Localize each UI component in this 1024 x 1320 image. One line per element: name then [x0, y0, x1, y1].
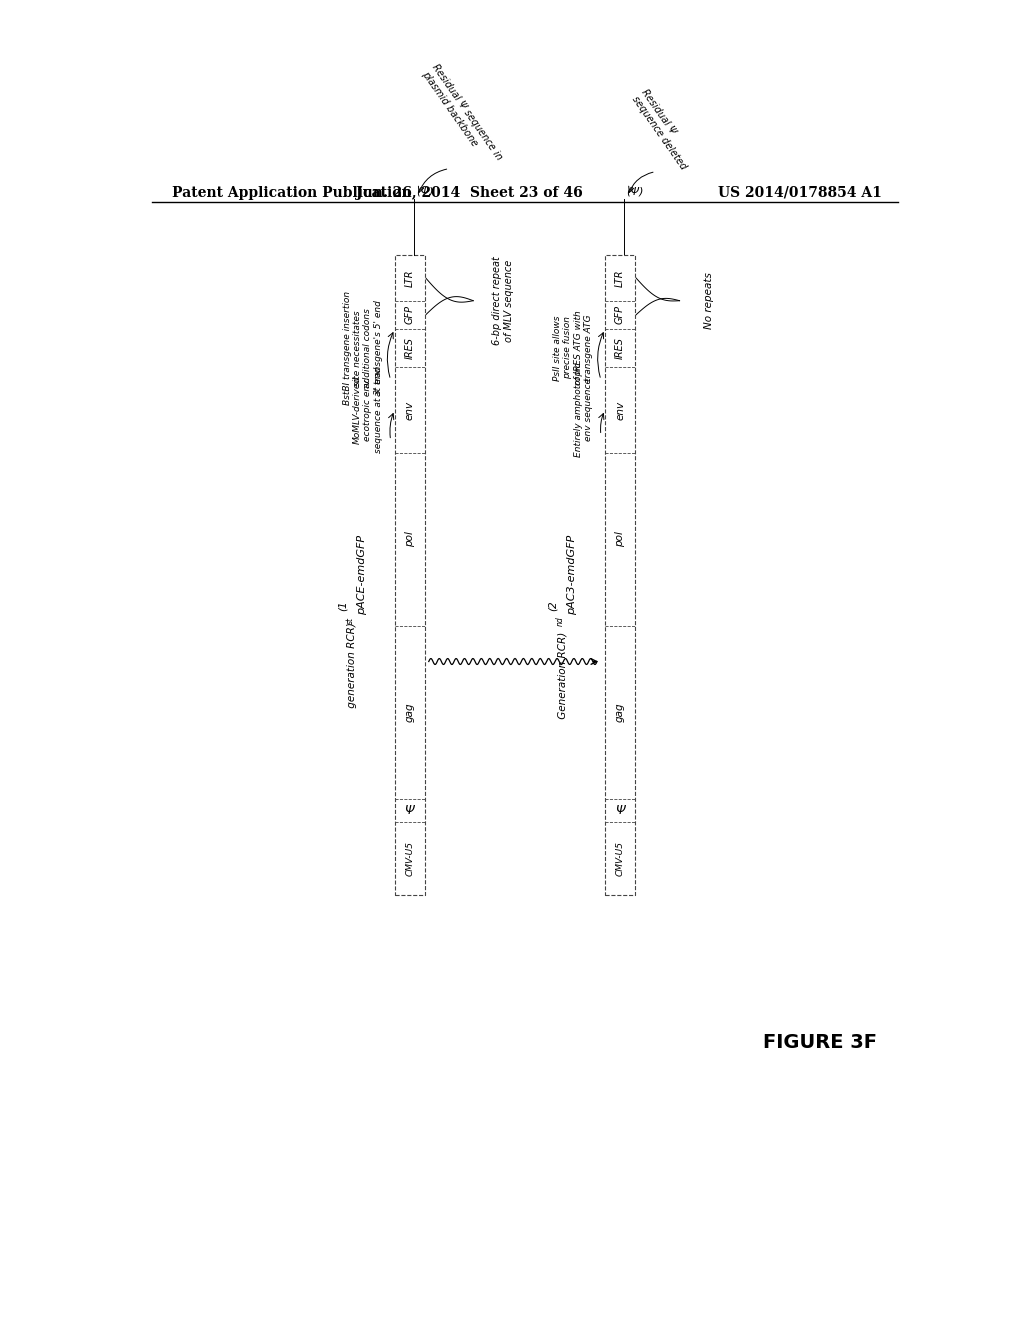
Bar [605, 255, 635, 895]
Text: env: env [404, 400, 415, 420]
Text: pACE-emdGFP: pACE-emdGFP [357, 535, 368, 615]
Text: Generation RCR): Generation RCR) [557, 632, 567, 722]
Text: IRES: IRES [615, 337, 625, 359]
Text: nd: nd [556, 616, 565, 626]
Text: Residual Ψ sequence in
plasmid backbone: Residual Ψ sequence in plasmid backbone [420, 62, 504, 169]
Text: (1: (1 [337, 601, 347, 611]
Bar [394, 255, 425, 895]
Text: gag: gag [404, 702, 415, 722]
Text: Residual Ψ
sequence deleted: Residual Ψ sequence deleted [631, 87, 698, 172]
Text: gag: gag [615, 702, 625, 722]
Text: LTR: LTR [615, 269, 625, 286]
Text: BstBI transgene insertion
site necessitates
additional codons
at transgene's 5' : BstBI transgene insertion site necessita… [343, 290, 383, 405]
Text: MoMLV-derived
ecotropic env
sequence at 3' end: MoMLV-derived ecotropic env sequence at … [353, 367, 383, 453]
Text: GFP: GFP [615, 305, 625, 325]
Text: CMV-U5: CMV-U5 [615, 841, 625, 876]
Text: 6-bp direct repeat
of MLV sequence: 6-bp direct repeat of MLV sequence [493, 256, 514, 345]
Text: pol: pol [615, 532, 625, 548]
Text: st: st [346, 618, 354, 624]
Text: Ψ: Ψ [615, 804, 625, 817]
Text: PsII site allows
precise fusion
of IRES ATG with
transgene ATG: PsII site allows precise fusion of IRES … [553, 310, 593, 385]
Text: CMV-U5: CMV-U5 [406, 841, 415, 876]
Text: generation RCR): generation RCR) [347, 622, 356, 711]
Text: IRES: IRES [404, 337, 415, 359]
Text: No repeats: No repeats [705, 272, 714, 329]
Text: pol: pol [404, 532, 415, 548]
Text: Entirely amphotropic
env sequence: Entirely amphotropic env sequence [573, 363, 593, 457]
Text: (2: (2 [548, 601, 558, 611]
Text: (Ψ): (Ψ) [627, 186, 644, 195]
Text: env: env [615, 400, 625, 420]
Text: US 2014/0178854 A1: US 2014/0178854 A1 [718, 186, 882, 199]
Text: Patent Application Publication: Patent Application Publication [172, 186, 412, 199]
Text: FIGURE 3F: FIGURE 3F [763, 1034, 877, 1052]
Text: pAC3-emdGFP: pAC3-emdGFP [567, 535, 578, 615]
Text: GFP: GFP [404, 305, 415, 325]
Text: (Ψ): (Ψ) [416, 186, 433, 195]
Text: LTR: LTR [404, 269, 415, 286]
Text: Jun. 26, 2014  Sheet 23 of 46: Jun. 26, 2014 Sheet 23 of 46 [356, 186, 583, 199]
Text: Ψ: Ψ [404, 804, 415, 817]
